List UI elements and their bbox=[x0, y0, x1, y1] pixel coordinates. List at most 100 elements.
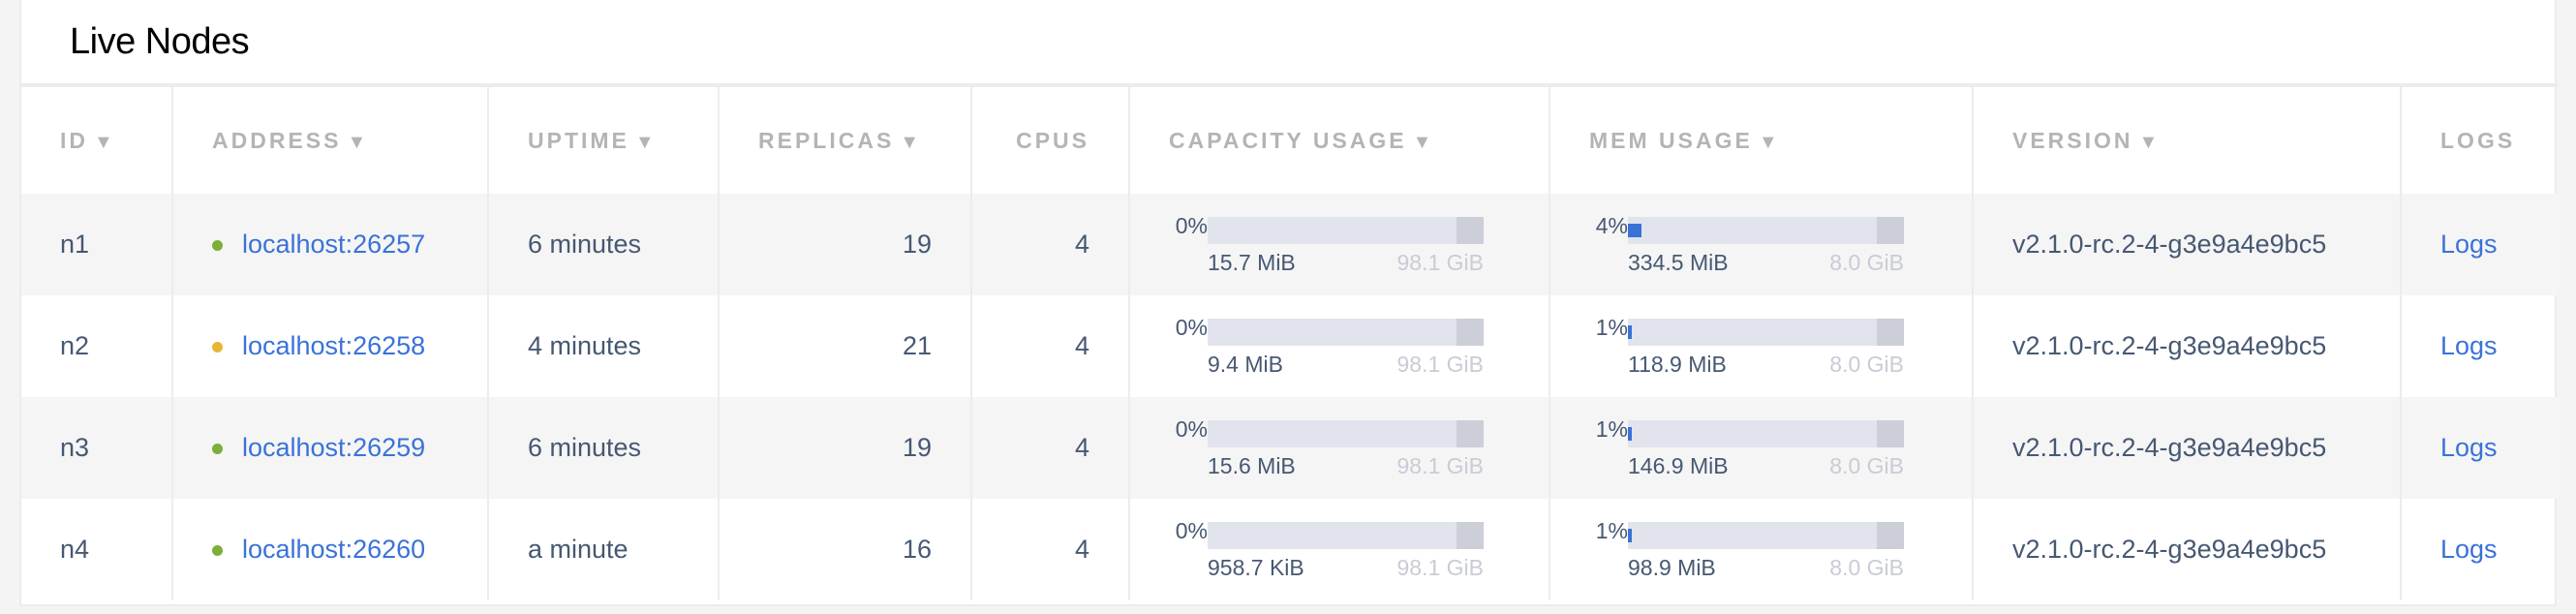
sort-arrow-icon: ▼ bbox=[347, 131, 370, 153]
mem-usage: 1% 98.9 MiB 8.0 GiB bbox=[1549, 499, 1973, 600]
mem-fill bbox=[1628, 223, 1642, 237]
mem-percent: 1% bbox=[1595, 415, 1628, 442]
address-cell: localhost:26259 bbox=[171, 397, 488, 499]
sort-arrow-icon: ▼ bbox=[634, 131, 658, 153]
mem-percent: 4% bbox=[1595, 212, 1628, 238]
col-label: VERSION bbox=[2012, 127, 2133, 153]
mem-used: 146.9 MiB bbox=[1628, 452, 1729, 478]
address-link[interactable]: localhost:26257 bbox=[242, 230, 426, 259]
status-dot-icon bbox=[212, 240, 223, 252]
capacity-used: 15.7 MiB bbox=[1208, 249, 1296, 275]
bar-end bbox=[1877, 419, 1904, 447]
address-link[interactable]: localhost:26258 bbox=[242, 331, 426, 360]
version: v2.1.0-rc.2-4-g3e9a4e9bc5 bbox=[1972, 499, 2401, 600]
capacity-bar bbox=[1208, 419, 1484, 447]
col-id[interactable]: ID ▼ bbox=[21, 85, 172, 194]
col-address[interactable]: ADDRESS ▼ bbox=[171, 85, 488, 194]
capacity-bar bbox=[1208, 216, 1484, 244]
sort-arrow-icon: ▼ bbox=[1412, 131, 1435, 153]
table-row: n3 localhost:26259 6 minutes 19 4 0% 15.… bbox=[21, 397, 2559, 499]
capacity-usage: 0% 958.7 KiB 98.1 GiB bbox=[1128, 499, 1549, 600]
capacity-percent: 0% bbox=[1175, 517, 1208, 543]
mem-total: 8.0 GiB bbox=[1829, 452, 1904, 478]
bar-end bbox=[1877, 216, 1904, 244]
sort-arrow-icon: ▼ bbox=[900, 131, 923, 153]
address-link[interactable]: localhost:26259 bbox=[242, 433, 426, 462]
bar-end bbox=[1457, 318, 1484, 346]
page-title: Live Nodes bbox=[70, 21, 250, 62]
capacity-usage: 0% 15.6 MiB 98.1 GiB bbox=[1128, 397, 1549, 499]
mem-bar bbox=[1628, 318, 1904, 346]
mem-bar bbox=[1628, 419, 1904, 447]
capacity-total: 98.1 GiB bbox=[1396, 554, 1485, 580]
replicas: 21 bbox=[718, 295, 971, 397]
logs-link[interactable]: Logs bbox=[2440, 331, 2498, 360]
status-dot-icon bbox=[212, 545, 223, 557]
logs-cell: Logs bbox=[2400, 194, 2559, 295]
node-id: n3 bbox=[21, 397, 172, 499]
version: v2.1.0-rc.2-4-g3e9a4e9bc5 bbox=[1972, 397, 2401, 499]
col-version[interactable]: VERSION ▼ bbox=[1972, 85, 2401, 194]
bar-end bbox=[1457, 216, 1484, 244]
mem-usage: 1% 146.9 MiB 8.0 GiB bbox=[1549, 397, 1973, 499]
capacity-used: 958.7 KiB bbox=[1208, 554, 1304, 580]
address-cell: localhost:26260 bbox=[171, 499, 488, 600]
mem-total: 8.0 GiB bbox=[1829, 351, 1904, 377]
col-replicas[interactable]: REPLICAS ▼ bbox=[718, 85, 971, 194]
col-label: ADDRESS bbox=[212, 127, 342, 153]
capacity-total: 98.1 GiB bbox=[1396, 249, 1485, 275]
table-row: n4 localhost:26260 a minute 16 4 0% 958.… bbox=[21, 499, 2559, 600]
logs-link[interactable]: Logs bbox=[2440, 230, 2498, 259]
status-dot-icon bbox=[212, 342, 223, 353]
capacity-bar bbox=[1208, 521, 1484, 549]
nodes-table: ID ▼ ADDRESS ▼ UPTIME ▼ REPLICAS ▼ CPUS CAPA… bbox=[21, 83, 2559, 600]
mem-usage: 4% 334.5 MiB 8.0 GiB bbox=[1549, 194, 1973, 295]
version: v2.1.0-rc.2-4-g3e9a4e9bc5 bbox=[1972, 194, 2401, 295]
replicas: 16 bbox=[718, 499, 971, 600]
mem-fill bbox=[1628, 528, 1632, 542]
uptime: a minute bbox=[487, 499, 719, 600]
col-mem[interactable]: MEM USAGE ▼ bbox=[1549, 85, 1973, 194]
col-capacity[interactable]: CAPACITY USAGE ▼ bbox=[1128, 85, 1549, 194]
uptime: 6 minutes bbox=[487, 397, 719, 499]
node-id: n1 bbox=[21, 194, 172, 295]
bar-end bbox=[1457, 521, 1484, 549]
mem-used: 98.9 MiB bbox=[1628, 554, 1716, 580]
col-uptime[interactable]: UPTIME ▼ bbox=[487, 85, 719, 194]
address-cell: localhost:26258 bbox=[171, 295, 488, 397]
mem-total: 8.0 GiB bbox=[1829, 554, 1904, 580]
capacity-total: 98.1 GiB bbox=[1396, 452, 1485, 478]
replicas: 19 bbox=[718, 397, 971, 499]
mem-usage: 1% 118.9 MiB 8.0 GiB bbox=[1549, 295, 1973, 397]
logs-cell: Logs bbox=[2400, 295, 2559, 397]
mem-bar bbox=[1628, 521, 1904, 549]
capacity-used: 9.4 MiB bbox=[1208, 351, 1283, 377]
cpus: 4 bbox=[970, 397, 1129, 499]
sort-arrow-icon: ▼ bbox=[2138, 131, 2162, 153]
cpus: 4 bbox=[970, 295, 1129, 397]
capacity-used: 15.6 MiB bbox=[1208, 452, 1296, 478]
mem-fill bbox=[1628, 426, 1632, 441]
sort-arrow-icon: ▼ bbox=[1758, 131, 1781, 153]
col-logs: LOGS bbox=[2400, 85, 2559, 194]
mem-percent: 1% bbox=[1595, 517, 1628, 543]
logs-link[interactable]: Logs bbox=[2440, 535, 2498, 564]
col-label: MEM USAGE bbox=[1589, 127, 1753, 153]
version: v2.1.0-rc.2-4-g3e9a4e9bc5 bbox=[1972, 295, 2401, 397]
col-label: LOGS bbox=[2440, 127, 2516, 153]
col-cpus: CPUS bbox=[970, 85, 1129, 194]
uptime: 6 minutes bbox=[487, 194, 719, 295]
capacity-bar bbox=[1208, 318, 1484, 346]
node-id: n2 bbox=[60, 331, 90, 360]
logs-cell: Logs bbox=[2400, 397, 2559, 499]
live-nodes-panel: Live Nodes ID ▼ ADDRESS ▼ UPTIME ▼ REPLICAS… bbox=[19, 0, 2559, 606]
header-row: ID ▼ ADDRESS ▼ UPTIME ▼ REPLICAS ▼ CPUS CAPA… bbox=[21, 85, 2559, 194]
capacity-percent: 0% bbox=[1175, 415, 1208, 442]
address-link[interactable]: localhost:26260 bbox=[242, 535, 426, 564]
node-id: n4 bbox=[60, 535, 90, 564]
capacity-percent: 0% bbox=[1175, 212, 1208, 238]
status-dot-icon bbox=[212, 444, 223, 455]
logs-cell: Logs bbox=[2400, 499, 2559, 600]
logs-link[interactable]: Logs bbox=[2440, 433, 2498, 462]
mem-total: 8.0 GiB bbox=[1829, 249, 1904, 275]
